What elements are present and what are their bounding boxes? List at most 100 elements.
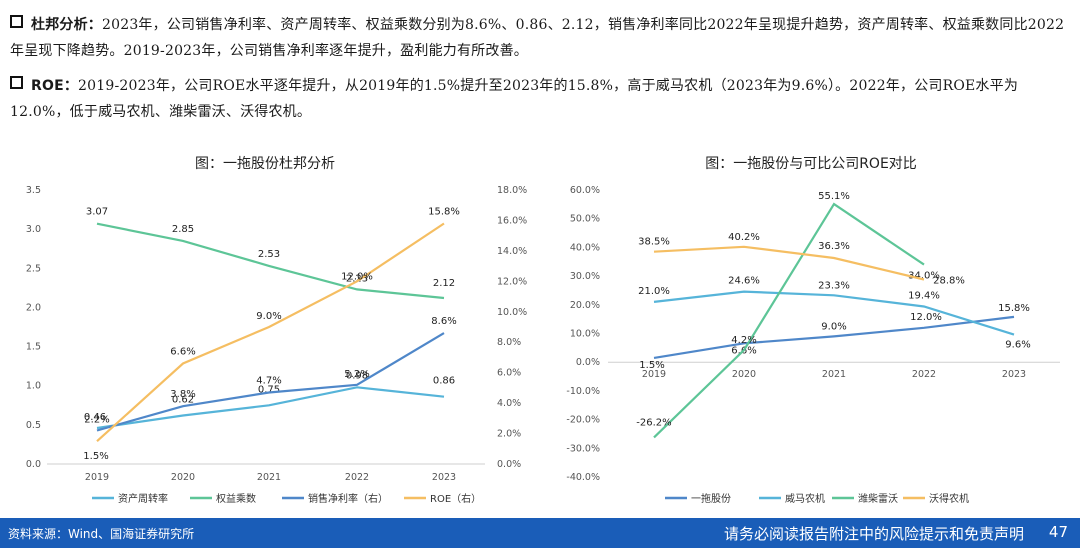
y-tick-label: -20.0% (566, 415, 600, 426)
data-label: 19.4% (908, 291, 940, 302)
data-label: 2.53 (258, 249, 280, 260)
series-line (653, 290, 1015, 336)
data-label: 12.0% (341, 271, 373, 282)
x-tick-label: 2021 (257, 472, 281, 483)
legend-label: 销售净利率（右） (308, 492, 388, 505)
y-left-tick-label: 2.0 (26, 302, 41, 313)
data-label: 9.0% (821, 321, 846, 332)
y-tick-label: 60.0% (570, 185, 600, 196)
disclaimer-text: 请务必阅读报告附注中的风险提示和免责声明 (723, 525, 1024, 543)
legend-label: 资产周转率 (118, 492, 168, 505)
data-label: 9.0% (256, 311, 281, 322)
y-left-tick-label: 2.5 (26, 263, 41, 274)
data-label: 15.8% (428, 206, 460, 217)
series-line (653, 245, 925, 281)
series-line (96, 386, 445, 430)
y-left-tick-label: 0.5 (26, 420, 41, 431)
y-left-tick-label: 1.0 (26, 381, 41, 392)
data-label: 38.5% (638, 237, 670, 248)
data-label: 0.98 (346, 370, 368, 381)
y-right-tick-label: 18.0% (497, 185, 527, 196)
legend-label: ROE（右） (430, 492, 481, 505)
series-line (96, 222, 445, 300)
x-tick-label: 2020 (732, 369, 756, 380)
x-tick-label: 2019 (642, 369, 666, 380)
data-label: 9.6% (1005, 340, 1030, 351)
data-label: 0.62 (172, 394, 194, 405)
data-label: 2.2% (84, 415, 109, 426)
checkbox-bullet-icon (10, 76, 23, 89)
paragraph-text: 2019-2023年，公司ROE水平逐年提升，从2019年的1.5%提升至202… (10, 78, 1019, 120)
y-right-tick-label: 4.0% (497, 398, 521, 409)
legend-label: 沃得农机 (929, 492, 969, 505)
paragraph-lead: 杜邦分析： (31, 17, 102, 33)
y-tick-label: -30.0% (566, 443, 600, 454)
data-label: 8.6% (431, 316, 456, 327)
data-label: 0.75 (258, 384, 280, 395)
data-label: 34.0% (908, 271, 940, 282)
x-tick-label: 2023 (1002, 369, 1026, 380)
series-line (96, 222, 445, 443)
y-right-tick-label: 0.0% (497, 459, 521, 470)
y-left-tick-label: 3.0 (26, 224, 41, 235)
x-tick-label: 2020 (171, 472, 195, 483)
data-label: 0.46 (84, 412, 106, 423)
legend-label: 权益乘数 (216, 492, 256, 505)
y-left-tick-label: 3.5 (26, 185, 41, 196)
y-right-tick-label: 6.0% (497, 368, 521, 379)
data-label: 3.07 (86, 207, 108, 218)
y-tick-label: -40.0% (566, 472, 600, 483)
x-tick-label: 2023 (432, 472, 456, 483)
y-right-tick-label: 16.0% (497, 215, 527, 226)
data-label: 6.6% (170, 347, 195, 358)
data-label: -26.2% (636, 417, 671, 428)
data-label: 1.5% (83, 451, 108, 462)
chart-roe-compare: 图：一拖股份与可比公司ROE对比 -40.0% -30.0% -20.0% -10.0%… (566, 156, 1060, 505)
chart-title: 图：一拖股份杜邦分析 (195, 156, 335, 172)
y-right-tick-label: 14.0% (497, 246, 527, 257)
x-tick-label: 2021 (822, 369, 846, 380)
data-label: 24.6% (728, 276, 760, 287)
data-label: 3.8% (170, 389, 195, 400)
y-tick-label: 20.0% (570, 300, 600, 311)
series-line (96, 332, 445, 432)
page-number: 47 (1048, 523, 1068, 541)
data-label: 36.3% (818, 241, 850, 252)
data-label: 5.2% (344, 369, 369, 380)
data-label: 55.1% (818, 191, 850, 202)
data-label: 21.0% (638, 286, 670, 297)
y-right-tick-label: 8.0% (497, 337, 521, 348)
y-right-tick-label: 12.0% (497, 276, 527, 287)
x-tick-label: 2022 (345, 472, 369, 483)
y-tick-label: 50.0% (570, 214, 600, 225)
y-left-tick-label: 1.5 (26, 342, 41, 353)
series-line (653, 315, 1015, 359)
data-label: 12.0% (910, 312, 942, 323)
y-tick-label: 30.0% (570, 271, 600, 282)
legend-label: 威马农机 (785, 492, 825, 505)
data-label: 40.2% (728, 232, 760, 243)
charts-area: 图：一拖股份杜邦分析 0.0 0.5 1.0 1.5 2.0 2.5 3.0 3.5 0.0% 2.… (26, 156, 1060, 505)
y-left-tick-label: 0.0 (26, 459, 41, 470)
y-tick-label: 40.0% (570, 242, 600, 253)
chart-title: 图：一拖股份与可比公司ROE对比 (705, 156, 917, 172)
paragraph-text: 2023年，公司销售净利率、资产周转率、权益乘数分别为8.6%、0.86、2.1… (10, 17, 1065, 59)
paragraph-lead: ROE： (31, 78, 79, 94)
paragraph-dupont: 杜邦分析：2023年，公司销售净利率、资产周转率、权益乘数分别为8.6%、0.8… (10, 12, 1072, 64)
legend-label: 一拖股份 (691, 492, 731, 505)
source-note: 资料来源：Wind、国海证券研究所 (8, 527, 195, 541)
data-label: 2.23 (346, 273, 368, 284)
data-label: 28.8% (933, 276, 965, 287)
series-line (653, 202, 925, 439)
footer-bar: 资料来源：Wind、国海证券研究所 请务必阅读报告附注中的风险提示和免责声明 4… (0, 518, 1080, 548)
y-tick-label: 10.0% (570, 329, 600, 340)
data-label: 0.86 (433, 376, 455, 387)
data-label: 2.12 (433, 278, 455, 289)
y-tick-label: 0.0% (576, 357, 600, 368)
chart-dupont: 图：一拖股份杜邦分析 0.0 0.5 1.0 1.5 2.0 2.5 3.0 3.5 0.0% 2.… (26, 156, 527, 505)
data-label: 1.5% (639, 360, 664, 371)
data-label: 4.2% (731, 335, 756, 346)
y-tick-label: -10.0% (566, 386, 600, 397)
x-tick-label: 2022 (912, 369, 936, 380)
data-label: 2.85 (172, 224, 194, 235)
